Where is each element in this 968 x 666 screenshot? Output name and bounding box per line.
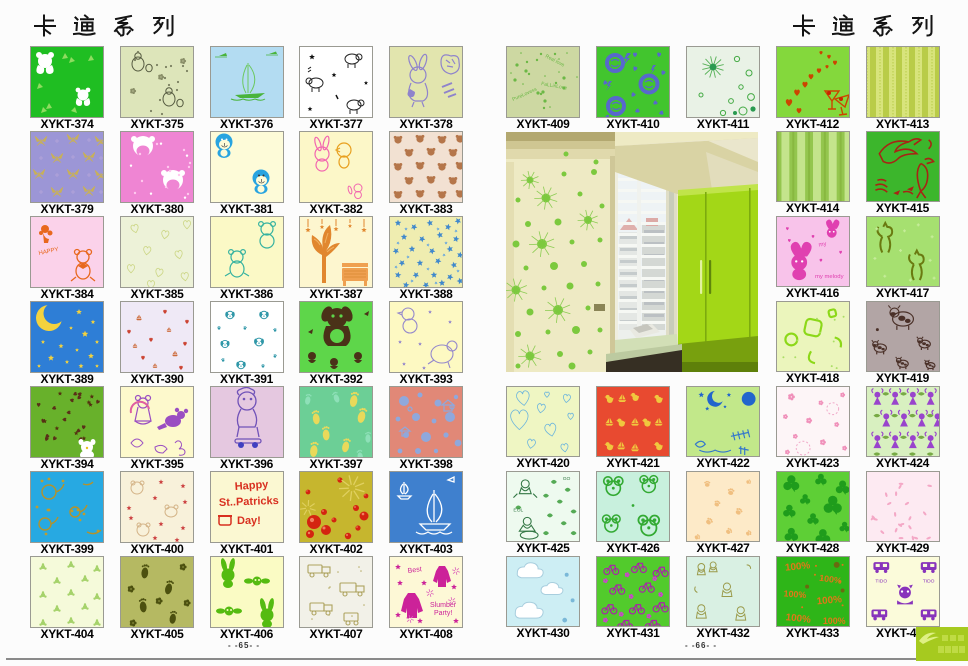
svg-text:100%: 100% (816, 594, 842, 607)
svg-text:Happy: Happy (234, 478, 269, 492)
svg-text:100%: 100% (785, 612, 811, 626)
svg-text:TIDO: TIDO (922, 578, 934, 584)
svg-text:100%: 100% (784, 560, 810, 574)
svg-text:HAPPY: HAPPY (38, 246, 59, 256)
svg-text:EOL: EOL (513, 507, 523, 513)
svg-text:my: my (818, 241, 827, 248)
svg-text:my melody: my melody (814, 274, 843, 280)
svg-text:St..Patricks: St..Patricks (218, 494, 278, 508)
svg-text:Party!: Party! (434, 610, 452, 617)
svg-text:100%: 100% (783, 588, 806, 600)
svg-text:GO: GO (563, 475, 571, 481)
svg-text:Best: Best (407, 566, 422, 575)
svg-text:Real love: Real love (544, 53, 565, 68)
svg-text:TIDO: TIDO (875, 578, 887, 584)
svg-text:PureLovess: PureLovess (511, 86, 538, 102)
svg-text:FaLLinLove: FaLLinLove (541, 81, 568, 91)
svg-text:100%: 100% (822, 616, 845, 626)
svg-text:Day!: Day! (237, 515, 261, 527)
